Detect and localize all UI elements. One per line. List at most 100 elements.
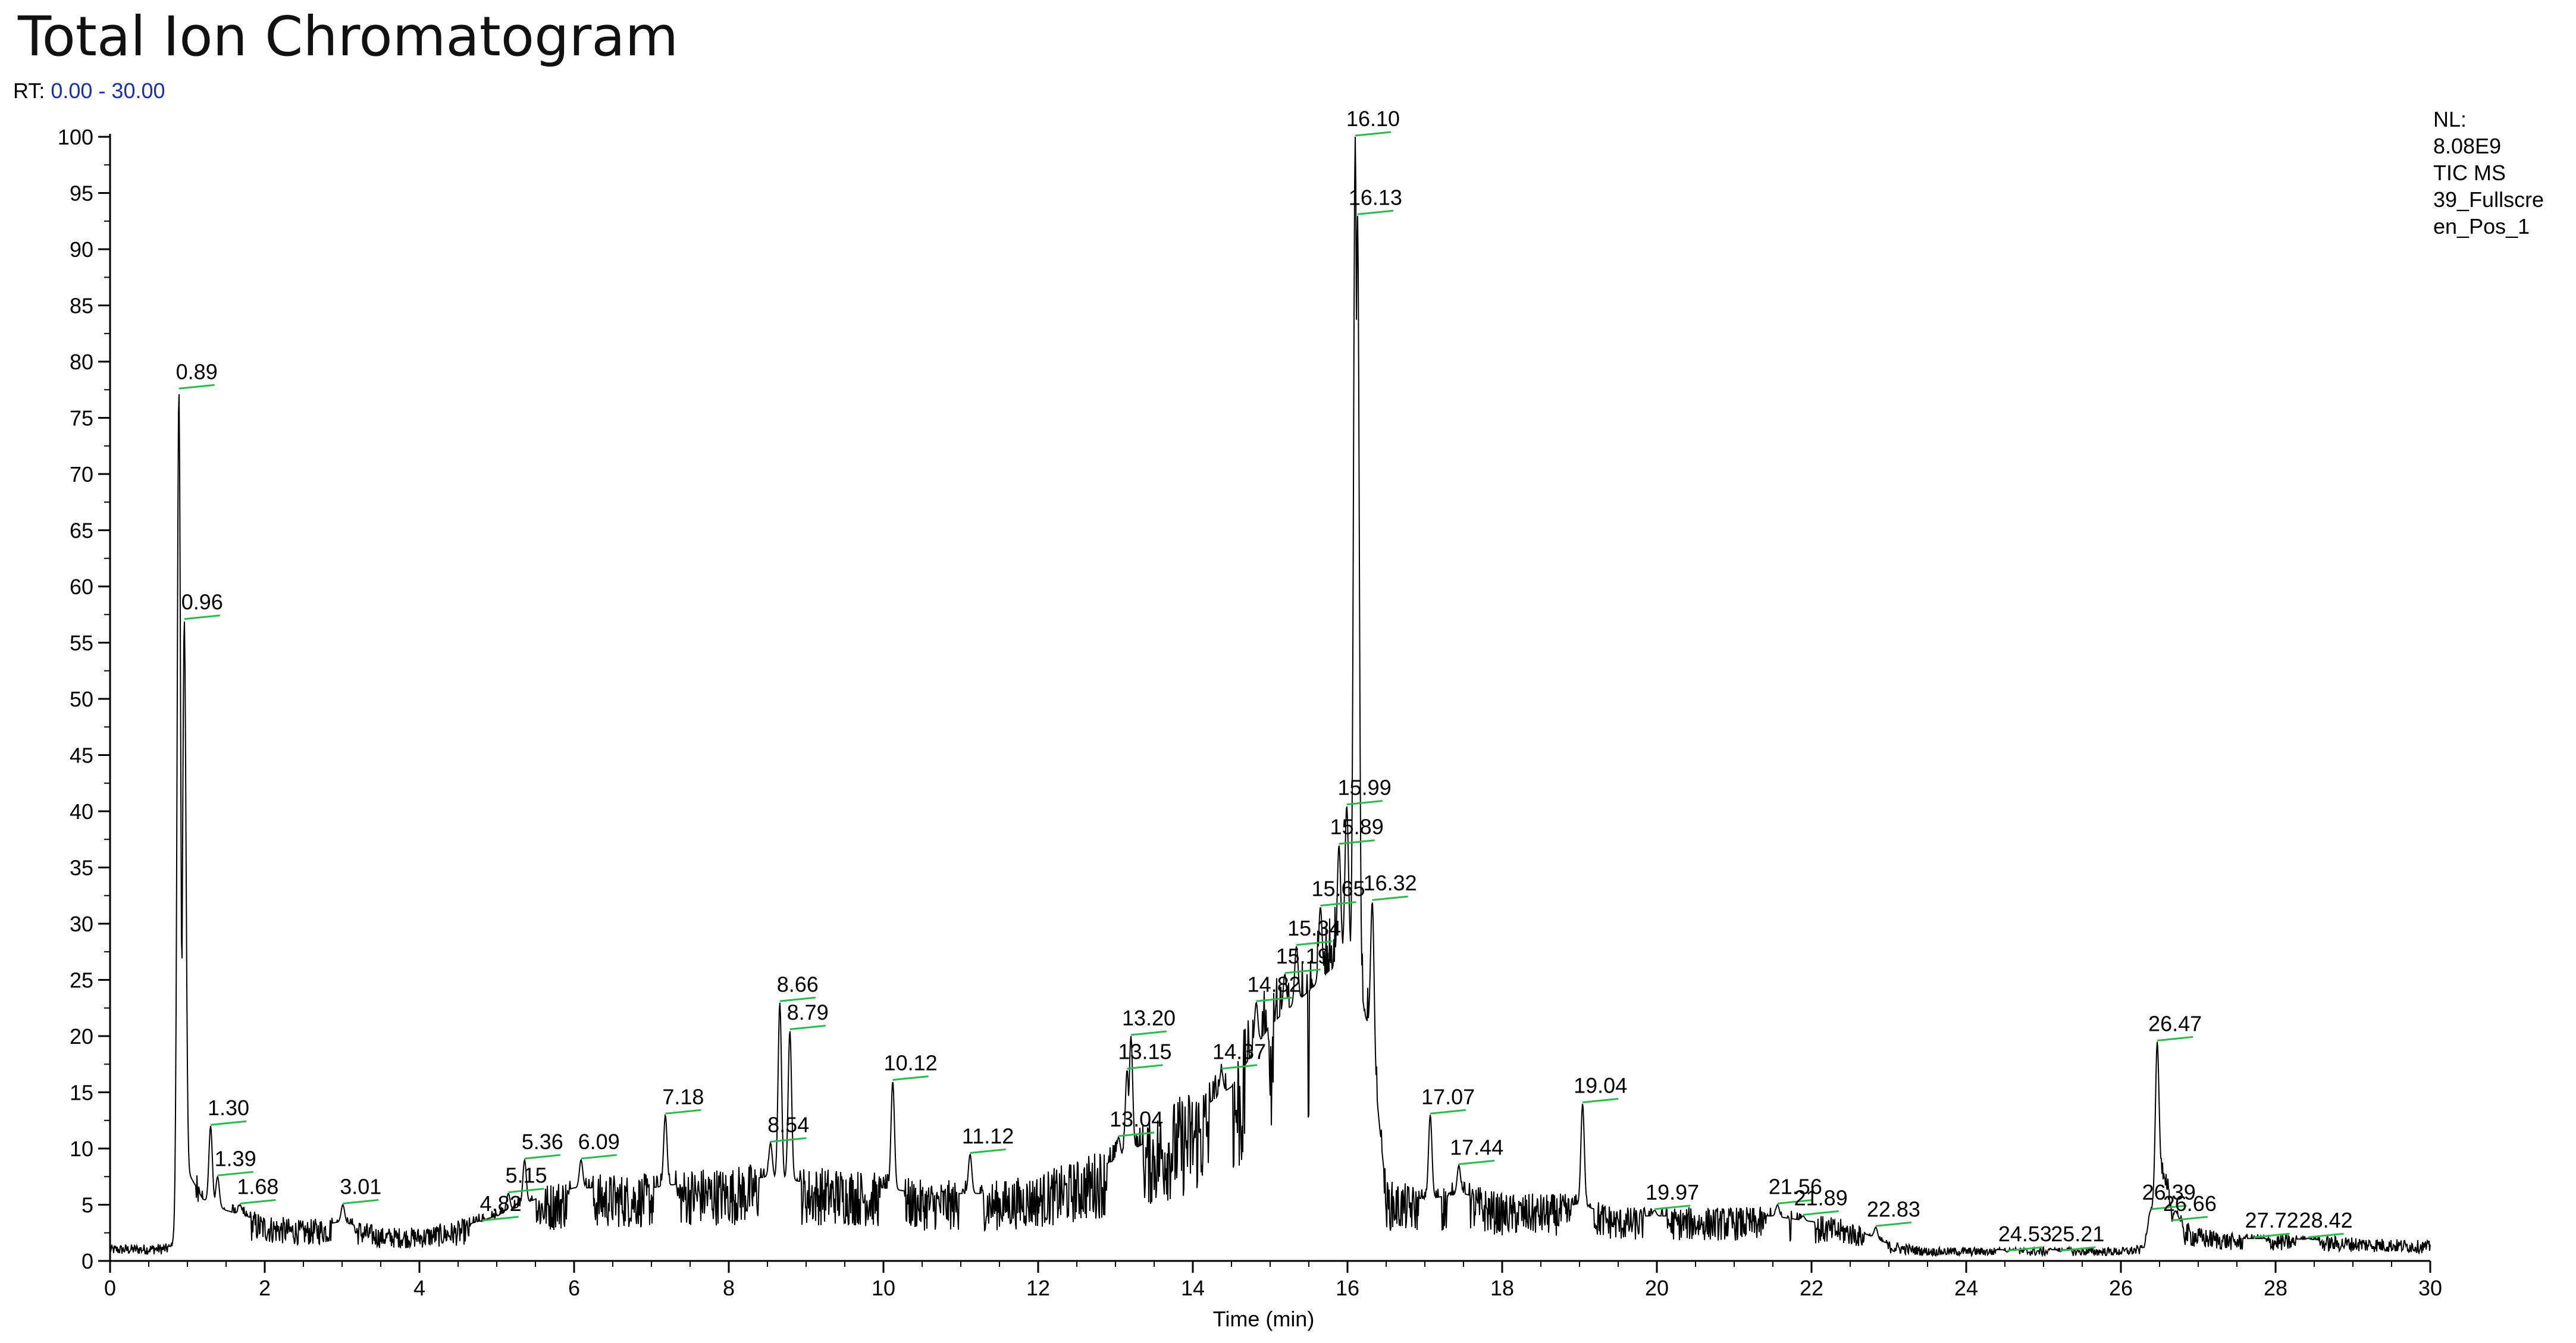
peak-marker <box>240 1199 276 1204</box>
peak-label: 22.83 <box>1867 1197 1920 1221</box>
peak-marker <box>184 614 220 620</box>
peak-marker <box>581 1154 617 1160</box>
y-tick-label: 45 <box>70 743 93 768</box>
peak-label: 28.42 <box>2299 1208 2353 1232</box>
peak-marker <box>2308 1232 2344 1238</box>
peak-marker <box>1130 1030 1167 1036</box>
peak-label: 1.30 <box>208 1096 249 1120</box>
peak-marker <box>770 1137 807 1143</box>
y-tick-label: 25 <box>70 968 93 993</box>
peak-marker <box>2007 1246 2044 1252</box>
y-tick-label: 85 <box>70 294 93 318</box>
peak-label: 15.99 <box>1338 776 1392 800</box>
peak-label: 14.82 <box>1248 972 1301 996</box>
peak-marker <box>1296 940 1333 946</box>
y-tick-label: 70 <box>70 462 93 487</box>
peak-marker <box>1777 1199 1813 1204</box>
peak-marker <box>1118 1131 1155 1137</box>
rt-range-value: 0.00 - 30.00 <box>51 79 165 103</box>
y-tick-label: 20 <box>70 1024 93 1049</box>
peak-label: 26.39 <box>2142 1180 2196 1204</box>
x-tick-label: 10 <box>872 1276 895 1300</box>
axes-layer: 0510152025303540455055606570758085909510… <box>58 125 2442 1300</box>
peak-label: 0.89 <box>176 359 218 384</box>
peak-label: 15.65 <box>1311 877 1365 901</box>
peak-marker <box>1127 1064 1163 1070</box>
y-tick-label: 75 <box>70 406 93 431</box>
peak-label: 19.04 <box>1574 1073 1627 1097</box>
y-tick-label: 55 <box>70 631 93 655</box>
peak-marker <box>789 1025 826 1031</box>
y-tick-label: 30 <box>70 912 93 936</box>
y-tick-label: 60 <box>70 575 93 599</box>
info-line: en_Pos_1 <box>2433 214 2530 239</box>
x-tick-label: 30 <box>2418 1276 2442 1300</box>
rt-label: RT: <box>13 79 45 103</box>
x-tick-label: 26 <box>2109 1276 2133 1300</box>
peak-label-layer: 0.89 0.96 1.30 1.39 1.68 3.01 4.82 5.15 5.36 6.09… <box>176 106 2353 1252</box>
peak-label: 8.79 <box>787 1000 829 1025</box>
x-tick-label: 24 <box>1954 1276 1978 1300</box>
peak-label: 15.19 <box>1276 944 1330 968</box>
peak-label: 26.66 <box>2163 1191 2217 1216</box>
y-tick-label: 0 <box>82 1249 93 1273</box>
x-tick-label: 2 <box>259 1276 271 1300</box>
peak-marker <box>482 1216 519 1222</box>
peak-marker <box>343 1199 379 1204</box>
peak-label: 8.66 <box>777 972 819 996</box>
y-tick-label: 65 <box>70 519 93 543</box>
x-tick-label: 12 <box>1026 1276 1050 1300</box>
peak-label: 10.12 <box>884 1051 938 1075</box>
x-tick-label: 18 <box>1490 1276 1514 1300</box>
peak-marker <box>2254 1232 2290 1238</box>
peak-label: 13.15 <box>1118 1040 1171 1064</box>
info-line: 8.08E9 <box>2433 134 2502 158</box>
peak-marker <box>508 1188 544 1194</box>
peak-label: 17.07 <box>1421 1084 1475 1109</box>
peak-marker <box>1339 839 1375 845</box>
peak-marker <box>2157 1036 2193 1041</box>
x-tick-label: 0 <box>104 1276 116 1300</box>
y-tick-label: 40 <box>70 799 93 824</box>
trace-layer <box>109 136 2431 1258</box>
peak-label: 1.39 <box>215 1146 256 1171</box>
peak-label: 15.34 <box>1287 916 1341 940</box>
peak-label: 13.04 <box>1110 1107 1163 1131</box>
x-tick-label: 8 <box>723 1276 735 1300</box>
peak-label: 4.82 <box>480 1191 522 1216</box>
peak-marker <box>1355 131 1392 137</box>
peak-label: 27.72 <box>2245 1208 2299 1232</box>
peak-label: 14.37 <box>1212 1040 1266 1064</box>
y-tick-label: 80 <box>70 350 93 374</box>
x-tick-label: 4 <box>413 1276 425 1300</box>
peak-label: 8.54 <box>767 1113 809 1137</box>
peak-marker <box>210 1120 247 1126</box>
peak-marker <box>178 384 215 390</box>
peak-label: 13.20 <box>1122 1006 1176 1030</box>
info-line: 39_Fullscre <box>2433 187 2544 212</box>
peak-label: 25.21 <box>2051 1222 2104 1246</box>
info-line: TIC MS <box>2433 161 2506 185</box>
peak-label: 16.32 <box>1364 871 1417 895</box>
peak-marker <box>1372 895 1408 901</box>
peak-label: 5.36 <box>522 1129 563 1154</box>
x-tick-label: 20 <box>1645 1276 1669 1300</box>
peak-marker <box>1346 800 1383 806</box>
peak-marker <box>2171 1216 2208 1222</box>
y-tick-label: 100 <box>58 125 93 149</box>
peak-marker <box>1221 1064 1258 1070</box>
peak-label: 19.97 <box>1646 1180 1699 1204</box>
peak-marker <box>1582 1097 1619 1103</box>
y-tick-label: 90 <box>70 237 93 262</box>
peak-label: 17.44 <box>1450 1135 1503 1159</box>
x-tick-label: 6 <box>568 1276 580 1300</box>
x-axis-title: Time (min) <box>1213 1307 1315 1331</box>
x-tick-label: 14 <box>1181 1276 1205 1300</box>
peak-marker <box>779 996 816 1002</box>
peak-label: 11.12 <box>962 1124 1014 1148</box>
info-line: NL: <box>2433 107 2467 131</box>
y-tick-label: 50 <box>70 687 93 711</box>
y-tick-label: 10 <box>70 1137 93 1161</box>
peak-label: 7.18 <box>662 1084 704 1109</box>
